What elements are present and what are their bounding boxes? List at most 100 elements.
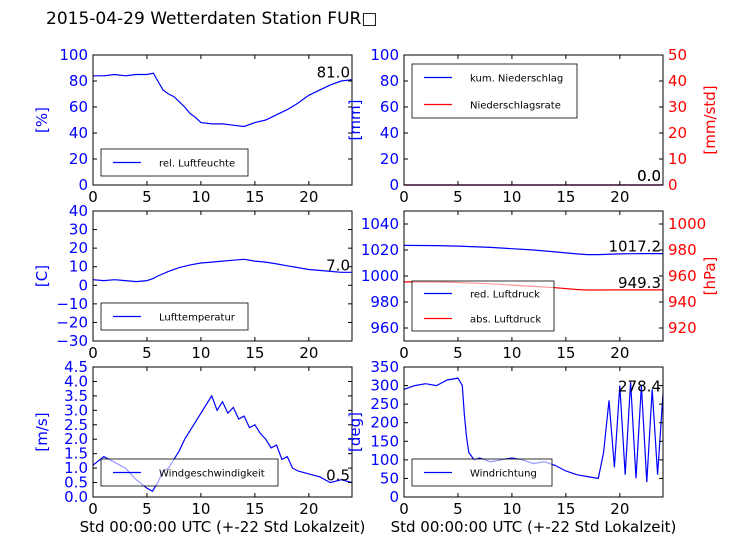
x-tick-label: 0 <box>88 188 98 206</box>
y-tick-label: −20 <box>56 313 88 331</box>
y-tick-label: 3.0 <box>64 401 88 419</box>
x-tick-label: 5 <box>142 344 152 362</box>
y-tick-label: 1.0 <box>64 459 88 477</box>
legend: kum. Niederschlag Niederschlagsrate <box>411 63 578 119</box>
y-tick-label: 20 <box>69 150 88 168</box>
x-tick-label: 15 <box>556 188 575 206</box>
last-value-label: 0.0 <box>637 167 661 185</box>
last-value-label: 278.4 <box>618 378 661 396</box>
x-tick-label: 0 <box>88 344 98 362</box>
y2-axis-label: [mm/std] <box>701 85 719 154</box>
y-axis-label: [mm] <box>346 100 364 141</box>
x-tick-label: 20 <box>299 188 318 206</box>
x-tick-label: 20 <box>299 500 318 518</box>
y-tick-label: 250 <box>370 395 399 413</box>
x-axis-label-left: Std 00:00:00 UTC (+-22 Std Lokalzeit) <box>80 518 366 536</box>
x-tick-label: 5 <box>453 188 463 206</box>
y2-tick-label: 1000 <box>668 215 706 233</box>
y2-axis-label: [hPa] <box>701 257 719 296</box>
y-tick-label: −30 <box>56 332 88 350</box>
y-tick-label: 350 <box>370 358 399 376</box>
series-line-1 <box>92 258 352 283</box>
y-tick-label: 20 <box>380 150 399 168</box>
y-tick-label: 100 <box>370 451 399 469</box>
x-tick-label: 10 <box>502 500 521 518</box>
x-tick-label: 15 <box>245 188 264 206</box>
y-tick-label: 0 <box>389 176 399 194</box>
y2-tick-label: 920 <box>668 319 697 337</box>
y-tick-label: 2.0 <box>64 430 88 448</box>
y-tick-label: 1.5 <box>64 445 88 463</box>
figure-title: 2015-04-29 Wetterdaten Station FUR□ <box>46 9 378 29</box>
legend: rel. Luftfeuchte <box>100 148 249 177</box>
x-tick-label: 0 <box>399 344 409 362</box>
x-tick-label: 5 <box>453 500 463 518</box>
y2-tick-label: 940 <box>668 293 697 311</box>
y-tick-label: 40 <box>380 124 399 142</box>
x-tick-label: 5 <box>142 188 152 206</box>
y-tick-label: 1000 <box>361 267 399 285</box>
x-tick-label: 0 <box>399 500 409 518</box>
x-tick-label: 10 <box>191 344 210 362</box>
y-tick-label: 960 <box>370 319 399 337</box>
plot-frame <box>403 366 664 498</box>
y-tick-label: 2.5 <box>64 416 88 434</box>
legend: Lufttemperatur <box>100 302 249 331</box>
last-value-label: 7.0 <box>326 256 350 274</box>
x-tick-label: 15 <box>245 344 264 362</box>
y-tick-label: 0.0 <box>64 488 88 506</box>
panel-5: 0 5 10 15 200.00.51.01.52.02.53.03.54.04.5[m… <box>33 358 353 518</box>
y-tick-label: 3.5 <box>64 387 88 405</box>
y-tick-label: 50 <box>380 469 399 487</box>
legend: red. Luftdruck abs. Luftdruck <box>411 280 555 332</box>
legend-label: kum. Niederschlag <box>470 74 563 85</box>
legend-label: Windrichtung <box>470 469 537 480</box>
x-tick-label: 15 <box>556 344 575 362</box>
x-tick-label: 20 <box>610 500 629 518</box>
plot-frame <box>92 210 353 342</box>
y-tick-label: 4.5 <box>64 358 88 376</box>
legend-label: rel. Luftfeuchte <box>159 159 235 170</box>
x-tick-label: 20 <box>610 344 629 362</box>
y2-tick-label: 40 <box>668 72 687 90</box>
x-tick-label: 10 <box>502 188 521 206</box>
y-axis-label: [m/s] <box>33 412 51 451</box>
last-value-right-label: 949.3 <box>618 274 661 292</box>
y-tick-label: 30 <box>69 221 88 239</box>
y-tick-label: 0 <box>78 176 88 194</box>
y-axis-label: [%] <box>33 107 51 133</box>
y-tick-label: 80 <box>69 72 88 90</box>
y-tick-label: 40 <box>69 202 88 220</box>
series-line-1 <box>92 394 353 492</box>
y-tick-label: 1020 <box>361 241 399 259</box>
x-tick-label: 10 <box>191 188 210 206</box>
last-value-label: 0.5 <box>326 467 350 485</box>
x-tick-label: 10 <box>191 500 210 518</box>
legend-box <box>411 63 578 119</box>
x-tick-label: 20 <box>610 188 629 206</box>
y-tick-label: 100 <box>370 46 399 64</box>
legend-label: Niederschlagsrate <box>470 101 561 112</box>
plot-frame <box>92 366 353 498</box>
last-value-right-label: 0.0 <box>637 167 661 185</box>
y2-tick-label: 10 <box>668 150 687 168</box>
y-tick-label: 10 <box>69 258 88 276</box>
last-value-label: 81.0 <box>317 64 350 82</box>
y2-tick-label: 30 <box>668 98 687 116</box>
legend-label: Windgeschwindigkeit <box>159 469 265 480</box>
legend-label: red. Luftdruck <box>470 290 540 301</box>
legend-label: Lufttemperatur <box>159 313 236 324</box>
y-tick-label: 0 <box>78 276 88 294</box>
y-tick-label: 80 <box>380 72 399 90</box>
y-tick-label: 100 <box>59 46 88 64</box>
y-tick-label: 20 <box>69 239 88 257</box>
x-tick-label: 0 <box>399 188 409 206</box>
y-tick-label: −10 <box>56 295 88 313</box>
legend: Windgeschwindigkeit <box>100 458 279 487</box>
y-tick-label: 0.5 <box>64 474 88 492</box>
plot-frame <box>403 54 664 186</box>
y-axis-label: [C] <box>33 265 51 287</box>
x-tick-label: 15 <box>556 500 575 518</box>
y-axis-label: [deg] <box>346 412 364 452</box>
